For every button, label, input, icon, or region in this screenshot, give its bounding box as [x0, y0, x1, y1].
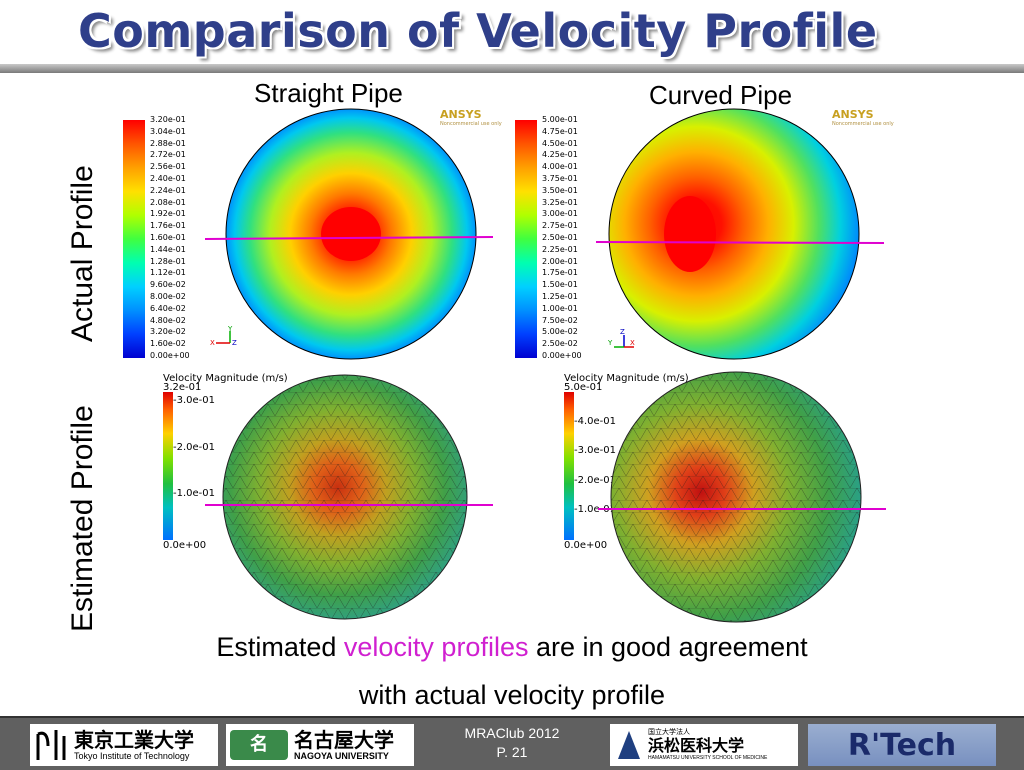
colorbar-tick-label: 3.75e-01 [542, 174, 578, 183]
colorbar-tick-label: 1.28e-01 [150, 257, 186, 266]
colorbar-actual-curved [515, 120, 537, 358]
colorbar-title-est-straight: Velocity Magnitude (m/s) [163, 373, 288, 384]
colorbar-tick-label: 4.00e-01 [542, 162, 578, 171]
colorbar-tick-label: 4.50e-01 [542, 139, 578, 148]
colorbar-tick-label: 6.40e-02 [150, 304, 186, 313]
colorbar-tick-label: 1.50e-01 [542, 280, 578, 289]
footer-club: MRAClub 2012 [464, 725, 560, 741]
rtech-logo: R'Tech [808, 724, 996, 766]
tokyo-tech-emblem-icon [36, 730, 66, 760]
colorbar-max-est-straight: 3.2e-01 [163, 382, 202, 393]
footer-bar: 東京工業大学 Tokyo Institute of Technology 名 名… [0, 716, 1024, 770]
colorbar-tick-label: -3.0e-01 [574, 445, 616, 456]
colorbar-tick-label: -3.0e-01 [173, 395, 215, 406]
axis-a: Y [227, 325, 233, 333]
hamamatsu-emblem-icon [618, 731, 640, 759]
axis-triad-curved: Z Y X [608, 328, 635, 348]
colorbar-tick-label: 2.50e-02 [542, 339, 578, 348]
colorbar-tick-label: 1.60e-01 [150, 233, 186, 242]
nagoya-logo: 名 名古屋大学 NAGOYA UNIVERSITY [226, 724, 414, 766]
colorbar-tick-label: 7.50e-02 [542, 316, 578, 325]
colorbar-tick-label: -2.0e-01 [173, 442, 215, 453]
colorbar-tick-label: 8.00e-02 [150, 292, 186, 301]
column-label-straight: Straight Pipe [254, 78, 403, 108]
colorbar-tick-label: 4.25e-01 [542, 150, 578, 159]
mesh-estimated-straight [205, 374, 493, 620]
colorbar-tick-label: 3.25e-01 [542, 198, 578, 207]
row-label-estimated: Estimated Profile [66, 405, 99, 632]
mesh-estimated-curved [598, 371, 886, 623]
tokyo-tech-logo: 東京工業大学 Tokyo Institute of Technology [30, 724, 218, 766]
caption-highlight: velocity profiles [343, 632, 529, 662]
nagoya-emblem-icon: 名 [230, 730, 288, 760]
profile-line [205, 236, 494, 240]
colorbar-est-straight [163, 392, 173, 540]
colorbar-tick-label: 1.60e-02 [150, 339, 186, 348]
colorbar-tick-label: 3.04e-01 [150, 127, 186, 136]
colorbar-tick-label: 2.56e-01 [150, 162, 186, 171]
colorbar-tick-label: 3.20e-01 [150, 115, 186, 124]
max-velocity-region [321, 207, 381, 261]
max-velocity-region [664, 196, 716, 272]
colorbar-tick-label: 2.25e-01 [542, 245, 578, 254]
colorbar-tick-label: 2.00e-01 [542, 257, 578, 266]
colorbar-tick-label: 5.00e-01 [542, 115, 578, 124]
colorbar-min-est-straight: 0.0e+00 [163, 540, 207, 551]
hamamatsu-logo: 国立大学法人 浜松医科大学 HAMAMATSU UNIVERSITY SCHOO… [610, 724, 798, 766]
colorbar-tick-label: 1.44e-01 [150, 245, 186, 254]
colorbar-tick-label: 9.60e-02 [150, 280, 186, 289]
colorbar-actual-straight [123, 120, 145, 358]
column-label-curved: Curved Pipe [649, 80, 793, 110]
title-divider [0, 64, 1024, 73]
profile-line [596, 241, 885, 244]
axis-triad-straight: Y X Z [210, 325, 237, 347]
caption-line-1: Estimated velocity profiles are in good … [216, 632, 808, 662]
colorbar-tick-label: -4.0e-01 [574, 416, 616, 427]
colorbar-min-est-curved: 0.0e+00 [564, 540, 608, 551]
colorbar-est-curved [564, 392, 574, 540]
colorbar-tick-label: 0.00e+00 [542, 351, 582, 360]
colorbar-title-est-curved: Velocity Magnitude (m/s) [564, 373, 689, 384]
colorbar-tick-label: 2.88e-01 [150, 139, 186, 148]
colorbar-tick-label: 0.00e+00 [150, 351, 190, 360]
colorbar-tick-label: 1.00e-01 [542, 304, 578, 313]
colorbar-tick-label: 1.25e-01 [542, 292, 578, 301]
axis-a: Z [620, 328, 625, 336]
axis-b: Y [608, 339, 613, 347]
footer-center: MRAClub 2012 P. 21 [437, 724, 587, 762]
colorbar-tick-label: 2.72e-01 [150, 150, 186, 159]
colorbar-tick-label: 1.12e-01 [150, 268, 186, 277]
colorbar-tick-label: 3.20e-02 [150, 327, 186, 336]
colorbar-tick-label: 2.08e-01 [150, 198, 186, 207]
colorbar-tick-label: -1.0e-01 [574, 504, 616, 515]
colorbar-tick-label: 5.00e-02 [542, 327, 578, 336]
colorbar-tick-label: -1.0e-01 [173, 488, 215, 499]
slide-title: Comparison of Velocity Profile [78, 4, 878, 58]
colorbar-tick-label: 4.75e-01 [542, 127, 578, 136]
colorbar-tick-label: 4.80e-02 [150, 316, 186, 325]
colorbar-tick-label: 3.00e-01 [542, 209, 578, 218]
colorbar-tick-label: 1.92e-01 [150, 209, 186, 218]
axis-c: X [630, 339, 635, 347]
colorbar-tick-label: 2.40e-01 [150, 174, 186, 183]
ansys-logo-curved: ANSYS Noncommercial use only [832, 108, 894, 127]
ansys-logo-straight: ANSYS Noncommercial use only [440, 108, 502, 127]
axis-c: Z [232, 339, 237, 347]
caption-line-2: with actual velocity profile [358, 680, 666, 710]
colorbar-tick-label: 2.50e-01 [542, 233, 578, 242]
contour-actual-curved [596, 108, 885, 360]
colorbar-tick-label: 2.75e-01 [542, 221, 578, 230]
pipe-cross-section [608, 108, 860, 360]
colorbar-tick-label: -2.0e-01 [574, 475, 616, 486]
axis-b: X [210, 339, 215, 347]
colorbar-tick-label: 3.50e-01 [542, 186, 578, 195]
row-label-actual: Actual Profile [66, 165, 99, 342]
page-number: P. 21 [496, 744, 528, 760]
colorbar-tick-label: 1.76e-01 [150, 221, 186, 230]
colorbar-max-est-curved: 5.0e-01 [564, 382, 603, 393]
contour-actual-straight [205, 108, 494, 360]
colorbar-tick-label: 2.24e-01 [150, 186, 186, 195]
colorbar-tick-label: 1.75e-01 [542, 268, 578, 277]
